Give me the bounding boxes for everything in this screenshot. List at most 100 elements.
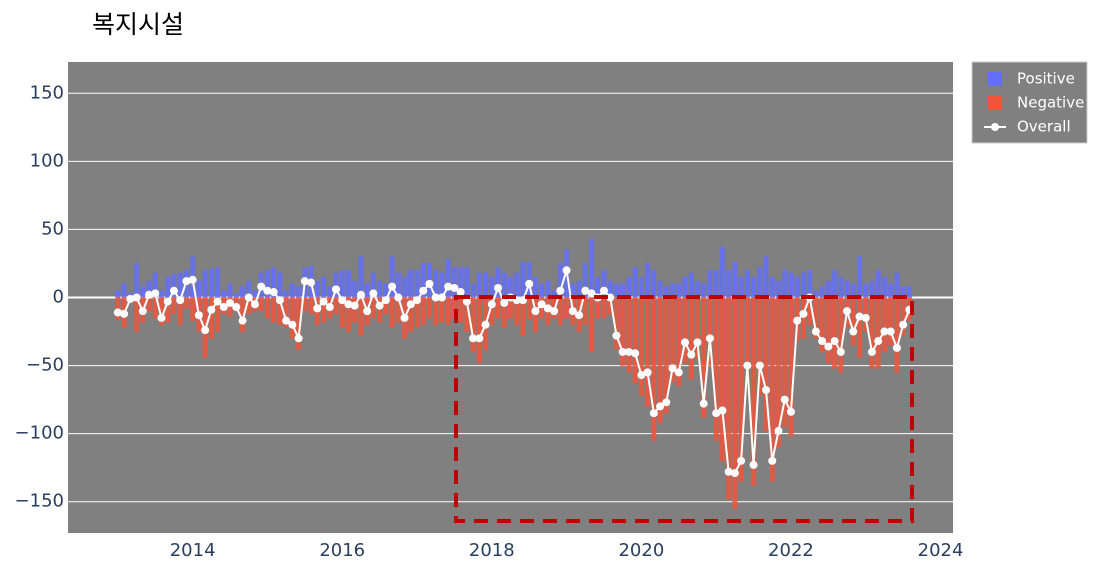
- point: [799, 309, 808, 318]
- point: [462, 297, 471, 306]
- bar: [769, 297, 775, 482]
- point: [786, 407, 795, 416]
- bar: [345, 297, 352, 333]
- point: [525, 279, 534, 288]
- bar: [214, 297, 221, 333]
- point: [768, 456, 777, 465]
- bar: [314, 280, 320, 298]
- bar: [626, 297, 632, 373]
- point: [113, 308, 122, 317]
- y-tick-label: 100: [30, 150, 64, 171]
- bar: [800, 272, 807, 298]
- point: [350, 301, 359, 310]
- point: [425, 279, 434, 288]
- point: [238, 316, 247, 325]
- point: [163, 297, 172, 306]
- y-tick-label: −100: [15, 423, 64, 444]
- bar: [744, 297, 751, 394]
- bar: [638, 276, 645, 299]
- bar: [763, 256, 769, 298]
- bar: [732, 261, 738, 298]
- point: [437, 293, 446, 302]
- bar: [115, 297, 121, 320]
- bar: [657, 297, 663, 424]
- bar: [738, 276, 744, 299]
- point: [668, 364, 677, 373]
- x-tick-label: 2016: [319, 540, 365, 561]
- y-tick-label: 150: [30, 82, 64, 103]
- bar: [345, 269, 352, 298]
- point: [300, 277, 309, 286]
- point: [176, 296, 185, 305]
- point: [207, 305, 216, 314]
- point: [226, 298, 235, 307]
- point: [861, 313, 870, 322]
- point: [575, 311, 584, 320]
- point: [793, 316, 802, 325]
- point: [145, 290, 154, 299]
- point: [737, 456, 746, 465]
- bar: [389, 297, 395, 328]
- point: [500, 298, 509, 307]
- bar: [788, 272, 794, 298]
- point: [487, 300, 496, 309]
- point: [219, 303, 228, 312]
- bar: [476, 297, 483, 364]
- bar: [376, 297, 383, 323]
- point: [201, 326, 210, 335]
- highlight-box: [454, 295, 914, 523]
- point: [718, 406, 727, 415]
- bar: [725, 269, 732, 298]
- bar: [433, 297, 439, 326]
- bar: [277, 272, 283, 298]
- bar: [408, 297, 414, 333]
- bar: [532, 276, 539, 299]
- bar: [869, 297, 875, 369]
- bar: [894, 272, 900, 298]
- bar: [227, 297, 233, 318]
- bar: [794, 276, 800, 299]
- bar: [115, 290, 121, 298]
- bar: [582, 297, 588, 326]
- bar: [856, 256, 863, 298]
- point: [157, 313, 166, 322]
- bar: [445, 297, 451, 326]
- bar: [202, 269, 208, 298]
- point: [674, 368, 683, 377]
- x-tick-label: 2020: [618, 540, 664, 561]
- point: [257, 282, 266, 291]
- bar: [133, 262, 140, 298]
- point: [169, 286, 178, 295]
- bar: [189, 297, 196, 322]
- bar: [495, 297, 501, 319]
- point: [643, 368, 652, 377]
- point: [138, 307, 147, 316]
- bar: [725, 297, 732, 500]
- bar: [875, 297, 881, 369]
- bar: [426, 297, 433, 319]
- bar: [557, 297, 564, 326]
- point: [120, 309, 129, 318]
- x-tick-label: 2014: [170, 540, 216, 561]
- bar: [227, 283, 233, 298]
- bar: [476, 272, 483, 298]
- point: [649, 409, 658, 418]
- point: [637, 371, 646, 380]
- bar: [626, 276, 632, 299]
- chart-title: 복지시설: [92, 10, 184, 39]
- bar: [214, 267, 221, 299]
- bar: [800, 297, 807, 339]
- point: [294, 334, 303, 343]
- bar: [140, 286, 146, 299]
- bar: [283, 290, 289, 298]
- point: [456, 288, 465, 297]
- y-tick-label: −150: [15, 491, 64, 512]
- y-tick-label: −50: [26, 355, 64, 376]
- point: [431, 293, 440, 302]
- bar: [676, 297, 682, 387]
- bar: [644, 262, 651, 298]
- point: [556, 286, 565, 295]
- bar: [719, 297, 726, 462]
- bar: [838, 297, 844, 373]
- point: [356, 290, 365, 299]
